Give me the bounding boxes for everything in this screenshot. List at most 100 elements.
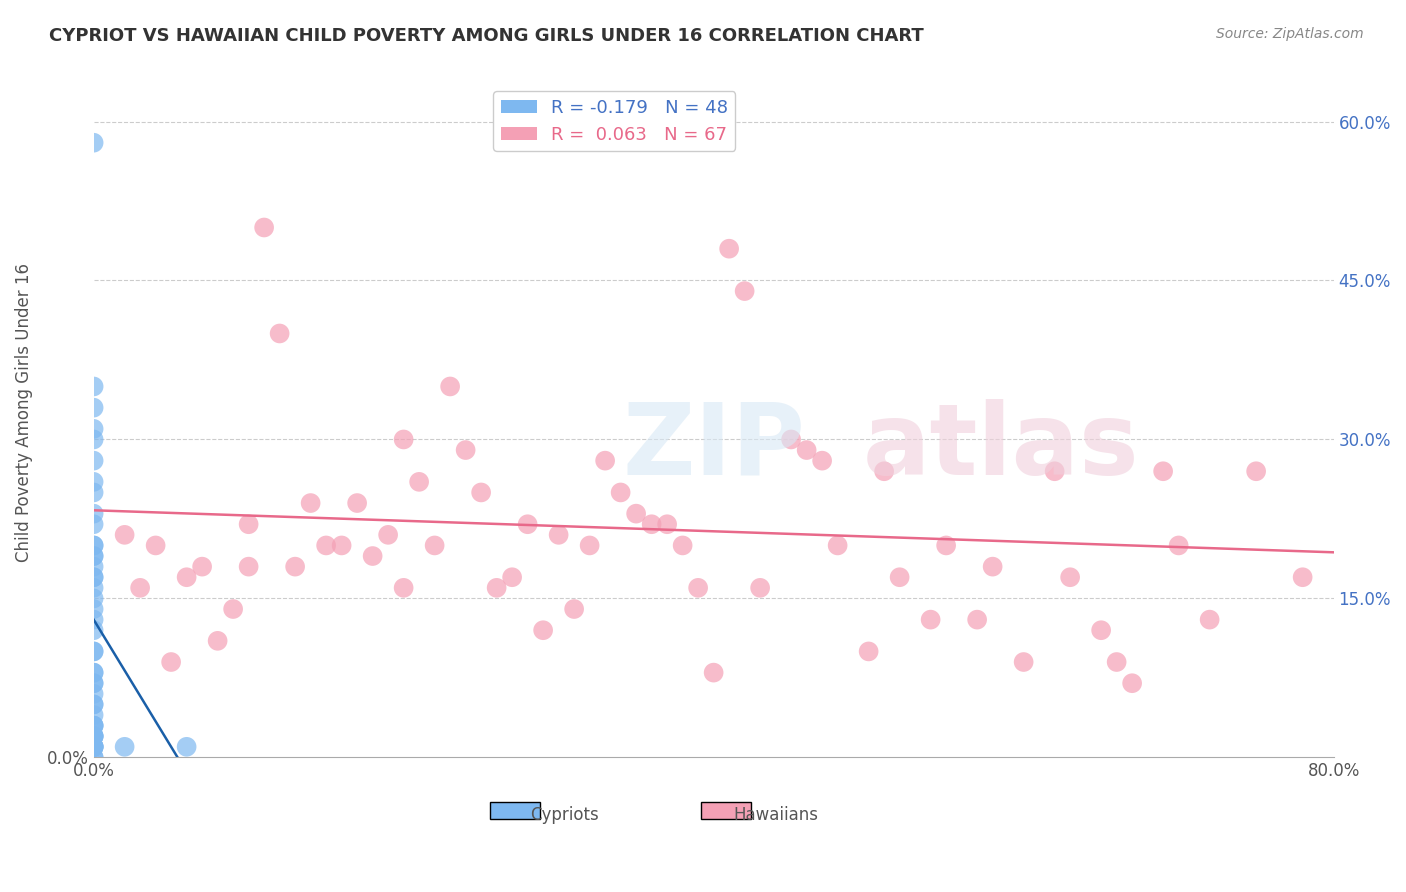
Point [578,538,600,552]
Point [1090,624,1112,638]
Point [624,507,647,521]
Point [83,570,105,584]
Point [114,739,136,754]
Point [718,242,741,256]
Point [284,559,307,574]
Text: Hawaiians: Hawaiians [733,805,818,823]
Point [83,549,105,563]
Point [873,464,896,478]
Point [501,570,523,584]
Point [83,676,105,690]
Point [423,538,446,552]
Point [83,708,105,723]
Point [83,718,105,732]
Point [83,507,105,521]
Point [83,602,105,616]
Point [361,549,384,563]
Point [83,729,105,743]
Point [83,750,105,764]
Point [981,559,1004,574]
Point [516,517,538,532]
Point [83,517,105,532]
Point [408,475,430,489]
Point [315,538,337,552]
Text: Source: ZipAtlas.com: Source: ZipAtlas.com [1216,27,1364,41]
Point [83,718,105,732]
Point [83,581,105,595]
Point [83,718,105,732]
Point [935,538,957,552]
Point [703,114,725,128]
Point [83,453,105,467]
Point [1152,464,1174,478]
Point [827,538,849,552]
Point [269,326,291,341]
Point [547,528,569,542]
Point [83,644,105,658]
Text: Cypriots: Cypriots [530,805,599,823]
Point [83,475,105,489]
Point [470,485,492,500]
Point [176,570,198,584]
Point [1105,655,1128,669]
Point [83,665,105,680]
Point [1291,570,1313,584]
Point [83,739,105,754]
Point [83,729,105,743]
Point [83,538,105,552]
Point [129,581,152,595]
Point [238,517,260,532]
Point [858,644,880,658]
Point [114,528,136,542]
Point [531,624,554,638]
Point [83,422,105,436]
Point [1167,538,1189,552]
Point [83,433,105,447]
Point [889,570,911,584]
FancyBboxPatch shape [491,802,540,820]
Point [83,687,105,701]
Point [145,538,167,552]
Point [83,613,105,627]
Point [485,581,508,595]
Point [1198,613,1220,627]
Point [83,698,105,712]
Point [160,655,183,669]
Point [734,284,756,298]
Point [83,676,105,690]
Point [609,485,631,500]
Point [83,739,105,754]
Point [238,559,260,574]
Point [83,624,105,638]
Point [593,453,616,467]
Point [655,517,678,532]
Point [454,443,477,458]
Point [1121,676,1143,690]
Point [688,581,710,595]
Point [780,433,803,447]
Point [83,379,105,393]
Point [1043,464,1066,478]
Point [191,559,214,574]
Point [83,739,105,754]
Point [83,591,105,606]
Point [330,538,353,552]
Point [966,613,988,627]
Point [83,136,105,150]
Point [299,496,322,510]
Point [83,729,105,743]
Point [392,433,415,447]
Point [346,496,368,510]
Point [640,517,662,532]
Point [83,485,105,500]
Text: ZIP: ZIP [623,399,806,496]
Point [749,581,772,595]
Point [796,443,818,458]
Point [1244,464,1267,478]
Point [253,220,276,235]
Legend: R = -0.179   N = 48, R =  0.063   N = 67: R = -0.179 N = 48, R = 0.063 N = 67 [494,91,735,151]
Point [83,698,105,712]
Point [83,559,105,574]
Point [703,665,725,680]
Point [222,602,245,616]
